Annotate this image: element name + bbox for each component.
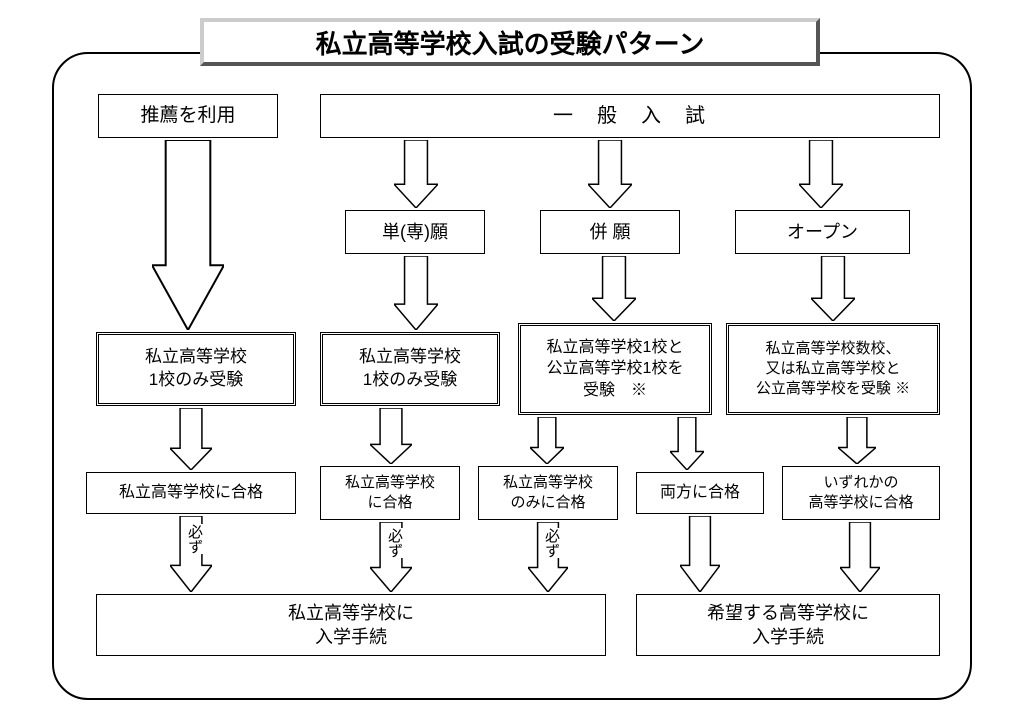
box-p_tan-line: 私立高等学校 xyxy=(345,473,435,493)
arrow-a_dtan_p xyxy=(370,408,412,464)
box-f_left: 私立高等学校に入学手続 xyxy=(96,594,606,656)
box-tan: 単(専)願 xyxy=(345,210,485,254)
box-tan-line: 単(専)願 xyxy=(382,220,448,244)
arrow-a_tan_d xyxy=(394,256,438,330)
box-rec-line: 推薦を利用 xyxy=(140,103,235,129)
box-p_hei2: 両方に合格 xyxy=(636,472,764,514)
arrow-a_dopen_p xyxy=(838,417,876,464)
box-p_rec: 私立高等学校に合格 xyxy=(86,472,296,514)
box-d_hei-line: 受験 ※ xyxy=(583,380,647,402)
arrow-a_phei2_f xyxy=(680,516,720,592)
box-d_hei-line: 私立高等学校1校と xyxy=(547,337,684,359)
box-d_tan: 私立高等学校1校のみ受験 xyxy=(320,332,500,406)
box-rec: 推薦を利用 xyxy=(98,94,278,138)
box-p_hei1: 私立高等学校のみに合格 xyxy=(478,466,618,520)
arrow-a_dhei_p1 xyxy=(530,417,564,464)
arrow-a_popen_f xyxy=(840,522,880,592)
box-p_hei1-line: のみに合格 xyxy=(510,493,585,513)
box-hei: 併 願 xyxy=(540,210,680,254)
arrow-a_open_d xyxy=(811,256,855,321)
box-p_hei2-line: 両方に合格 xyxy=(660,482,740,504)
box-hei-line: 併 願 xyxy=(589,220,630,244)
box-f_left-line: 私立高等学校に xyxy=(288,601,414,625)
box-p_open-line: 高等学校に合格 xyxy=(808,493,913,513)
box-d_open-line: 公立高等学校を受験 ※ xyxy=(756,379,910,399)
box-d_rec-line: 1校のみ受験 xyxy=(149,369,243,392)
must-label: 必ず xyxy=(184,524,205,554)
box-d_tan-line: 1校のみ受験 xyxy=(363,369,457,392)
arrow-a_gen_open xyxy=(799,140,843,208)
diagram-title: 私立高等学校入試の受験パターン xyxy=(200,18,820,66)
box-open-line: オープン xyxy=(787,220,858,244)
box-d_tan-line: 私立高等学校 xyxy=(359,346,461,369)
arrow-a_rec_big xyxy=(152,140,224,330)
box-open: オープン xyxy=(735,210,910,254)
box-p_tan-line: に合格 xyxy=(367,493,412,513)
arrow-a_gen_tan xyxy=(394,140,438,208)
box-gen-line: 一 般 入 試 xyxy=(553,103,707,130)
box-d_open-line: 又は私立高等学校と xyxy=(765,359,900,379)
arrow-a_dhei_p2 xyxy=(670,417,704,470)
box-f_right-line: 希望する高等学校に xyxy=(707,601,869,625)
arrow-a_hei_d xyxy=(592,256,636,321)
box-p_hei1-line: 私立高等学校 xyxy=(503,473,593,493)
arrow-a_gen_hei xyxy=(588,140,632,208)
arrow-a_drec_p xyxy=(170,408,212,470)
must-label: 必ず xyxy=(541,528,562,558)
box-d_rec: 私立高等学校1校のみ受験 xyxy=(96,332,296,406)
box-d_hei-line: 公立高等学校1校を xyxy=(547,358,684,380)
box-f_right-line: 入学手続 xyxy=(752,625,824,649)
box-f_left-line: 入学手続 xyxy=(315,625,387,649)
box-d_open-line: 私立高等学校数校、 xyxy=(765,339,900,359)
box-p_open-line: いずれかの xyxy=(823,473,898,493)
must-label: 必ず xyxy=(384,528,405,558)
box-p_open: いずれかの高等学校に合格 xyxy=(782,466,940,520)
box-d_open: 私立高等学校数校、又は私立高等学校と公立高等学校を受験 ※ xyxy=(726,323,940,415)
box-d_rec-line: 私立高等学校 xyxy=(145,346,247,369)
box-f_right: 希望する高等学校に入学手続 xyxy=(636,594,940,656)
box-d_hei: 私立高等学校1校と公立高等学校1校を受験 ※ xyxy=(518,323,712,415)
box-gen: 一 般 入 試 xyxy=(320,94,940,138)
box-p_rec-line: 私立高等学校に合格 xyxy=(119,482,263,504)
box-p_tan: 私立高等学校に合格 xyxy=(320,466,460,520)
